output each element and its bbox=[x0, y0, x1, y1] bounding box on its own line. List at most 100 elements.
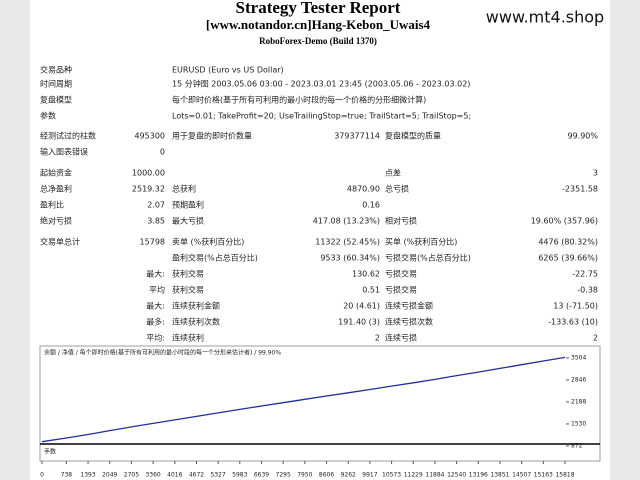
x-tick-label: 1393 bbox=[80, 472, 95, 479]
stat-label: 连续亏损次数 bbox=[385, 317, 433, 327]
x-tick-label: 7950 bbox=[297, 472, 312, 479]
stat-value: 191.40 (3) bbox=[338, 318, 380, 327]
y-tick-label: 1530 bbox=[571, 420, 586, 427]
stat-label: 盈利交易(%占总百分比) bbox=[172, 253, 258, 263]
report-title: Strategy Tester Report bbox=[236, 0, 401, 17]
stat-value: 0 bbox=[160, 148, 165, 157]
stat-value: 495300 bbox=[134, 132, 165, 141]
stat-label: 最大亏损 bbox=[172, 216, 204, 226]
x-tick-label: 13851 bbox=[490, 472, 509, 479]
stat-value: 2.07 bbox=[147, 201, 165, 210]
stat-label: 起始资金 bbox=[40, 168, 72, 178]
stat-label: 总亏损 bbox=[385, 184, 409, 194]
stat-label: 点差 bbox=[385, 168, 401, 178]
x-tick-label: 12540 bbox=[447, 472, 466, 479]
x-tick-label: 14507 bbox=[512, 472, 531, 479]
stat-value: 最多: bbox=[146, 317, 165, 327]
watermark: www.mt4.shop bbox=[486, 8, 604, 27]
stat-label: 用于复盘的即时价数量 bbox=[172, 131, 252, 141]
stat-label: 复盘模型的质量 bbox=[385, 131, 441, 141]
x-tick-label: 738 bbox=[61, 472, 73, 479]
stat-value: 11322 (52.45%) bbox=[315, 238, 380, 247]
stat-value: 2519.32 bbox=[132, 185, 165, 194]
y-tick-label: 2846 bbox=[571, 376, 586, 383]
stat-label: 输入图表错误 bbox=[40, 147, 88, 157]
report-subtitle: [www.notandor.cn]Hang-Kebon_Uwais4 bbox=[206, 17, 431, 32]
x-tick-label: 9917 bbox=[362, 472, 377, 479]
stat-value: 0.16 bbox=[362, 201, 380, 210]
x-tick-label: 3360 bbox=[145, 472, 160, 479]
stat-value: 2 bbox=[375, 334, 380, 343]
stat-value: 0.51 bbox=[362, 286, 380, 295]
stat-value: -0.38 bbox=[577, 286, 598, 295]
stat-value: 20 (4.61) bbox=[343, 302, 380, 311]
stat-value: 6265 (39.66%) bbox=[538, 254, 598, 263]
x-tick-label: 5983 bbox=[232, 472, 247, 479]
stat-value: 最大: bbox=[146, 301, 165, 311]
stat-value: 13 (-71.50) bbox=[553, 302, 598, 311]
stat-label: 连续亏损 bbox=[385, 333, 417, 343]
x-tick-label: 6639 bbox=[254, 472, 269, 479]
x-tick-label: 4016 bbox=[167, 472, 182, 479]
stat-label: 买单 (%获利百分比) bbox=[385, 237, 457, 247]
x-tick-label: 9262 bbox=[341, 472, 356, 479]
y-tick-label: 872 bbox=[571, 442, 583, 449]
stat-value: -22.75 bbox=[572, 270, 598, 279]
stat-label: 总获利 bbox=[172, 184, 196, 194]
info-value: Lots=0.01; TakeProfit=20; UseTrailingSto… bbox=[172, 112, 471, 121]
x-tick-label: 0 bbox=[40, 472, 44, 479]
x-tick-label: 15818 bbox=[555, 472, 574, 479]
stat-label: 连续获利金额 bbox=[172, 301, 220, 311]
stat-label: 预期盈利 bbox=[172, 200, 204, 210]
stat-label: 卖单 (%获利百分比) bbox=[172, 237, 244, 247]
stat-value: 1000.00 bbox=[132, 169, 165, 178]
stat-value: -133.63 (10) bbox=[548, 318, 598, 327]
stat-value: 3.85 bbox=[147, 217, 165, 226]
stat-label: 盈利比 bbox=[40, 200, 64, 210]
stat-label: 连续亏损金额 bbox=[385, 301, 433, 311]
stat-label: 亏损交易 bbox=[385, 269, 417, 279]
x-tick-label: 10573 bbox=[382, 472, 401, 479]
stat-value: -2351.58 bbox=[562, 185, 598, 194]
stat-label: 获利交易 bbox=[172, 269, 204, 279]
x-tick-label: 7295 bbox=[276, 472, 291, 479]
x-tick-label: 2705 bbox=[124, 472, 139, 479]
x-tick-label: 15163 bbox=[534, 472, 553, 479]
stat-label: 相对亏损 bbox=[385, 216, 417, 226]
stat-value: 平均 bbox=[149, 285, 165, 295]
stat-value: 15798 bbox=[140, 238, 165, 247]
info-label: 复盘模型 bbox=[40, 95, 72, 105]
info-label: 交易品种 bbox=[40, 65, 72, 75]
stat-label: 亏损交易(%占总百分比) bbox=[385, 253, 471, 263]
balance-line bbox=[41, 356, 566, 443]
stat-label: 交易单总计 bbox=[40, 237, 80, 247]
stat-label: 获利交易 bbox=[172, 285, 204, 295]
stat-value: 9533 (60.34%) bbox=[320, 254, 380, 263]
y-tick-label: 3504 bbox=[571, 354, 586, 361]
stat-value: 平均: bbox=[146, 333, 165, 343]
stat-value: 99.90% bbox=[567, 132, 598, 141]
x-tick-label: 4672 bbox=[189, 472, 204, 479]
stat-value: 379377114 bbox=[334, 132, 380, 141]
stat-value: 4870.90 bbox=[347, 185, 380, 194]
info-value: 15 分钟图 2003.05.06 03:00 - 2023.03.01 23:… bbox=[172, 79, 470, 89]
stat-value: 4476 (80.32%) bbox=[538, 238, 598, 247]
x-tick-label: 11229 bbox=[404, 472, 423, 479]
stat-label: 绝对亏损 bbox=[40, 216, 72, 226]
server-name: RoboForex-Demo (Build 1370) bbox=[259, 36, 377, 46]
stat-value: 最大: bbox=[146, 269, 165, 279]
stat-value: 130.62 bbox=[352, 270, 380, 279]
stat-label: 亏损交易 bbox=[385, 285, 417, 295]
stat-value: 19.60% (357.96) bbox=[531, 217, 598, 226]
x-tick-label: 2049 bbox=[102, 472, 117, 479]
lower-pane-label: 手数 bbox=[44, 448, 56, 456]
stat-value: 417.08 (13.23%) bbox=[313, 217, 380, 226]
info-label: 参数 bbox=[40, 111, 56, 121]
x-tick-label: 8606 bbox=[319, 472, 334, 479]
info-value: EURUSD (Euro vs US Dollar) bbox=[172, 66, 284, 75]
stat-label: 连续获利 bbox=[172, 333, 204, 343]
stat-label: 总净盈利 bbox=[40, 184, 72, 194]
y-tick-label: 2188 bbox=[571, 398, 586, 405]
chart-frame bbox=[39, 345, 601, 462]
